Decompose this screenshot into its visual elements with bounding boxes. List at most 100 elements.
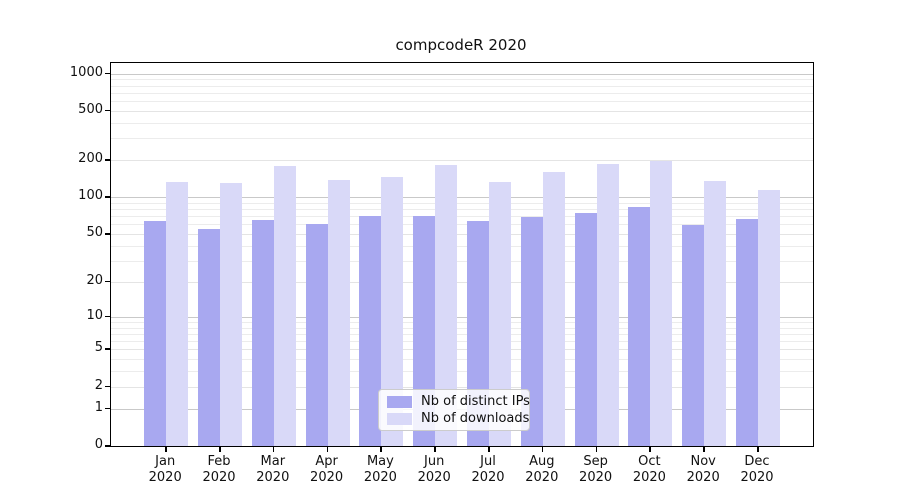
- gridline-minor: [111, 85, 813, 87]
- bar-downloads-feb: [220, 183, 242, 446]
- x-tick-label: Mar 2020: [256, 454, 290, 485]
- bar-distinct-ips-sep: [574, 212, 597, 446]
- y-tick-mark: [105, 233, 110, 235]
- x-tick-mark: [541, 447, 544, 452]
- y-tick-label: 0: [94, 437, 103, 452]
- bar-downloads-nov: [704, 181, 727, 446]
- gridline-minor: [111, 202, 813, 204]
- y-tick-mark: [105, 159, 110, 161]
- y-tick-mark: [105, 348, 110, 350]
- x-tick-mark: [434, 447, 436, 452]
- x-tick-label: Dec 2020: [740, 454, 774, 485]
- y-tick-label: 1: [94, 399, 103, 415]
- x-tick-label: Jan 2020: [148, 454, 182, 485]
- gridline-minor: [111, 122, 813, 124]
- y-tick-label: 100: [78, 188, 103, 204]
- gridline-minor: [111, 245, 813, 247]
- y-tick-label: 20: [86, 272, 103, 288]
- y-tick-mark: [105, 109, 110, 112]
- bar-downloads-jan: [166, 182, 189, 446]
- x-tick-mark: [757, 447, 759, 452]
- x-tick-label: Apr 2020: [310, 454, 344, 485]
- bar-distinct-ips-apr: [305, 224, 328, 446]
- gridline-minor: [111, 333, 813, 335]
- gridline-minor: [111, 341, 813, 343]
- gridline-minor: [111, 101, 813, 103]
- legend-swatch-distinct-ips: [387, 395, 412, 408]
- y-tick-label: 2: [94, 377, 103, 393]
- bar-downloads-may: [381, 177, 404, 446]
- x-tick-label: Jul 2020: [471, 454, 505, 485]
- bar-distinct-ips-aug: [520, 217, 543, 446]
- gridline-minor: [111, 371, 813, 373]
- gridline-minor: [111, 327, 813, 329]
- gridline-200: [111, 160, 813, 162]
- bar-downloads-apr: [327, 179, 350, 446]
- bar-downloads-mar: [273, 166, 296, 446]
- y-tick-mark: [105, 72, 110, 75]
- bar-distinct-ips-oct: [628, 207, 651, 446]
- gridline-100: [111, 197, 813, 199]
- gridline-20: [111, 281, 813, 283]
- bar-distinct-ips-jan: [144, 221, 167, 446]
- gridline-minor: [111, 321, 813, 323]
- bar-downloads-jul: [489, 182, 511, 446]
- x-tick-mark: [380, 447, 382, 452]
- gridline-5: [111, 349, 813, 351]
- gridline-10: [111, 316, 813, 318]
- x-tick-label: Aug 2020: [525, 454, 559, 485]
- gridline-minor: [111, 359, 813, 361]
- y-tick-label: 10: [86, 307, 103, 323]
- gridline-minor: [111, 224, 813, 226]
- x-tick-label: May 2020: [363, 454, 397, 485]
- legend: Nb of distinct IPs Nb of downloads: [378, 389, 530, 431]
- y-tick-label: 200: [78, 151, 103, 167]
- gridline-minor: [111, 79, 813, 81]
- x-tick-mark: [219, 447, 221, 452]
- bar-distinct-ips-mar: [251, 220, 274, 446]
- legend-label-distinct-ips: Nb of distinct IPs: [421, 394, 530, 409]
- gridline-2: [111, 386, 813, 388]
- x-tick-mark: [326, 447, 329, 452]
- plot-area: [110, 62, 814, 447]
- y-tick-label: 50: [86, 225, 103, 241]
- x-tick-label: Jun 2020: [417, 454, 451, 485]
- bar-distinct-ips-nov: [682, 225, 705, 446]
- bar-downloads-dec: [758, 189, 780, 446]
- y-tick-label: 5: [94, 340, 103, 356]
- y-tick-label: 500: [78, 101, 103, 117]
- legend-item-distinct-ips: Nb of distinct IPs: [379, 394, 530, 409]
- x-tick-mark: [595, 447, 598, 452]
- gridline-minor: [111, 92, 813, 94]
- x-tick-mark: [165, 447, 167, 452]
- chart-title: compcodeR 2020: [395, 36, 527, 54]
- x-tick-label: Nov 2020: [686, 454, 720, 485]
- gridline-minor: [111, 209, 813, 211]
- y-tick-mark: [105, 196, 110, 198]
- bar-distinct-ips-may: [359, 216, 382, 446]
- y-tick-mark: [105, 315, 110, 318]
- gridline-minor: [111, 260, 813, 262]
- bar-distinct-ips-feb: [198, 229, 220, 446]
- gridline-minor: [111, 216, 813, 218]
- y-tick-mark: [105, 385, 110, 388]
- x-tick-label: Sep 2020: [579, 454, 613, 485]
- x-tick-mark: [488, 447, 490, 452]
- legend-swatch-downloads: [387, 412, 412, 425]
- bar-distinct-ips-jun: [413, 215, 436, 446]
- bar-downloads-sep: [596, 164, 619, 446]
- x-tick-mark: [703, 447, 705, 452]
- bar-downloads-oct: [650, 160, 673, 446]
- x-tick-label: Feb 2020: [202, 454, 236, 485]
- legend-item-downloads: Nb of downloads: [379, 411, 529, 426]
- y-tick-mark: [105, 445, 110, 447]
- bar-downloads-aug: [542, 171, 565, 446]
- x-tick-label: Oct 2020: [632, 454, 666, 485]
- bar-distinct-ips-dec: [736, 218, 758, 446]
- y-tick-mark: [105, 280, 110, 283]
- gridline-500: [111, 110, 813, 112]
- x-tick-mark: [272, 447, 275, 452]
- gridline-minor: [111, 138, 813, 140]
- y-tick-label: 1000: [69, 64, 103, 80]
